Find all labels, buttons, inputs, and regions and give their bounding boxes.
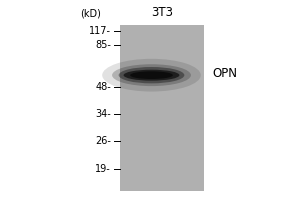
Text: OPN: OPN [213, 67, 238, 80]
Text: 48-: 48- [95, 82, 111, 92]
Bar [120, 25, 204, 191]
Ellipse shape [124, 70, 179, 81]
Text: (kD): (kD) [80, 9, 101, 19]
Ellipse shape [102, 59, 201, 92]
Text: 34-: 34- [95, 109, 111, 119]
Text: 26-: 26- [95, 136, 111, 146]
Ellipse shape [130, 71, 173, 79]
Ellipse shape [118, 67, 184, 83]
Text: 117-: 117- [89, 26, 111, 36]
Ellipse shape [112, 64, 191, 86]
Text: 19-: 19- [95, 164, 111, 174]
Text: 3T3: 3T3 [151, 6, 173, 19]
Text: 85-: 85- [95, 40, 111, 50]
